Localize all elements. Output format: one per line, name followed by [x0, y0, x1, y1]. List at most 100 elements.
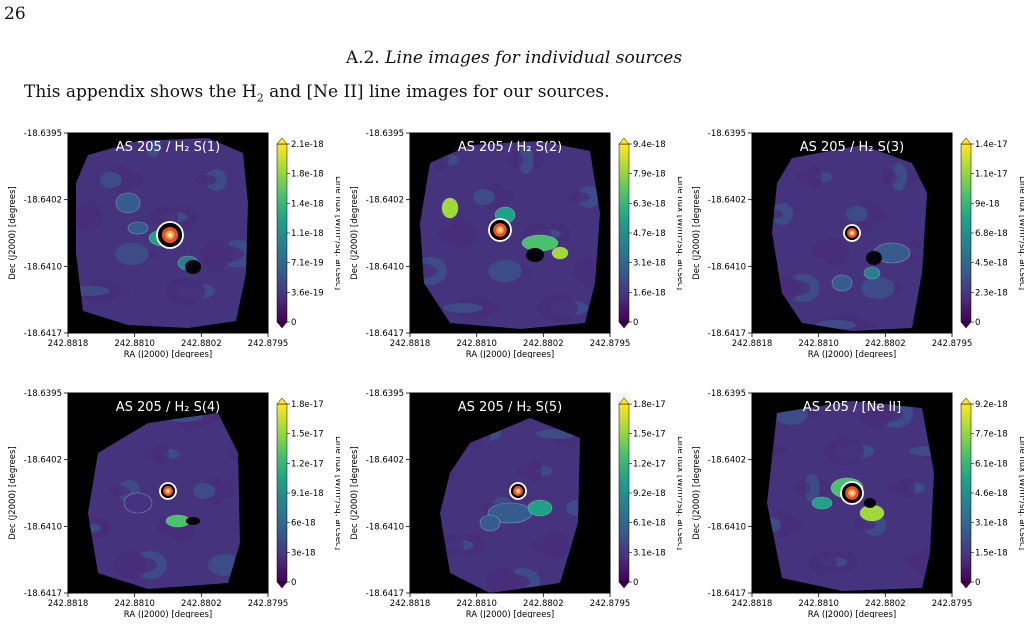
y-axis-label: Dec (J2000) [degrees] [692, 186, 702, 279]
colorbar-tick-label: 4.5e-18 [975, 259, 1008, 269]
colorbar-tick-label: 7.1e-19 [291, 259, 324, 269]
colorbar-tick-label: 3.1e-18 [633, 259, 666, 269]
colorbar-label: Line flux [W/m²/sq. arcsec] [675, 176, 682, 290]
panel-title: AS 205 / H₂ S(3) [800, 140, 905, 155]
panel-title: AS 205 / H₂ S(2) [458, 140, 563, 155]
colorbar-body [618, 143, 630, 323]
colorbar-tick-label: 9e-18 [975, 199, 1000, 209]
colorbar-tick-label: 3e-18 [291, 548, 316, 558]
colorbar-bottom-arrow [276, 581, 288, 589]
contour-patch [881, 169, 897, 185]
x-tick-label: 242.8795 [248, 339, 289, 349]
x-tick-label: 242.8810 [798, 599, 839, 609]
contour-patch [473, 189, 495, 205]
masked-region [186, 517, 200, 525]
y-tick-label: -18.6402 [24, 196, 62, 206]
colorbar-tick-label: 3.1e-18 [975, 519, 1008, 529]
y-tick-label: -18.6417 [708, 589, 746, 599]
data-footprint [88, 413, 240, 589]
x-axis-label: RA (J2000) [degrees] [808, 610, 896, 618]
x-tick-label: 242.8818 [390, 339, 431, 349]
colorbar-top-arrow [276, 137, 288, 145]
image-area: AS 205 / H₂ S(2) [409, 132, 611, 334]
line-image-svg: AS 205 / H₂ S(5) -18.6395 -18.6402 -18.6410… [350, 389, 685, 620]
colorbar-top-arrow [960, 397, 972, 405]
colorbar-label: Line flux [W/m²/sq. arcsec] [1017, 436, 1024, 550]
contour-patch [854, 520, 876, 530]
y-axis-label: Dec (J2000) [degrees] [350, 186, 360, 279]
plot-frame [409, 392, 611, 594]
colorbar-tick-label: 2.3e-18 [975, 288, 1008, 298]
image-area: AS 205 / H₂ S(3) [751, 132, 953, 334]
contour-patch [143, 449, 159, 459]
y-axis-label: Dec (J2000) [degrees] [350, 446, 360, 539]
contour-patch [809, 551, 837, 573]
colorbar-tick-label: 1.2e-17 [291, 459, 324, 469]
y-tick-label: -18.6410 [24, 262, 62, 272]
section-number: A.2. [345, 48, 380, 68]
colorbar-body [960, 143, 972, 323]
colorbar-tick-label: 1.8e-18 [291, 170, 324, 180]
contour-patch [193, 483, 215, 499]
contour-patch [861, 277, 895, 299]
x-tick-label: 242.8810 [114, 599, 155, 609]
intro-text-after: and [Ne II] line images for our sources. [263, 82, 610, 102]
source-core [498, 228, 502, 232]
colorbar-tick-label: 6.8e-18 [975, 229, 1008, 239]
colorbar-tick-label: 3.1e-18 [633, 548, 666, 558]
contour-patch [538, 294, 578, 322]
contour-patch [806, 166, 822, 188]
colorbar-tick-label: 9.2e-18 [633, 489, 666, 499]
x-tick-label: 242.8818 [48, 339, 89, 349]
colorbar-top-arrow [618, 397, 630, 405]
colorbar-tick-label: 1.5e-17 [633, 430, 666, 440]
intro-subscript: 2 [256, 91, 264, 105]
contour-patch [566, 500, 580, 516]
line-image-svg: AS 205 / H₂ S(3) -18.6395 -18.6402 -18.6410… [692, 129, 1027, 360]
x-tick-label: 242.8802 [523, 599, 564, 609]
colorbar-body [960, 403, 972, 583]
emission-blob [123, 492, 153, 514]
contour-patch [76, 209, 93, 225]
contour-patch [811, 243, 839, 259]
colorbar-tick-label: 1.6e-18 [633, 288, 666, 298]
colorbar-tick-label: 6e-18 [291, 519, 316, 529]
plot-frame [751, 132, 953, 334]
x-tick-label: 242.8818 [732, 599, 773, 609]
line-image-svg: AS 205 / [Ne II] -18.6395 -18.6402 -18.6410… [692, 389, 1027, 620]
section-heading: Line images for individual sources [385, 48, 683, 68]
x-axis-label: RA (J2000) [degrees] [808, 350, 896, 358]
colorbar-tick-label: 0 [291, 318, 296, 328]
emission-blob [831, 274, 853, 292]
line-image-panel: AS 205 / H₂ S(4) -18.6395 -18.6402 -18.6410… [0, 388, 343, 620]
y-tick-label: -18.6410 [366, 522, 404, 532]
emission-blob [527, 499, 553, 517]
masked-region [185, 260, 201, 274]
x-tick-label: 242.8795 [932, 339, 973, 349]
contour-patch [889, 483, 905, 493]
masked-region [864, 498, 876, 508]
contour-patch [909, 446, 934, 456]
contour-patch [488, 260, 522, 282]
colorbar: 1.4e-17 1.1e-17 9e-18 6.8e-18 4.5e-18 2.3e-18… [960, 137, 1008, 329]
colorbar-tick-label: 1.1e-17 [975, 170, 1008, 180]
colorbar-top-arrow [276, 397, 288, 405]
x-tick-label: 242.8795 [248, 599, 289, 609]
colorbar-tick-label: 6.1e-18 [975, 459, 1008, 469]
colorbar-tick-label: 9.2e-18 [975, 400, 1008, 410]
colorbar-tick-label: 1.2e-17 [633, 459, 666, 469]
colorbar-top-arrow [960, 137, 972, 145]
colorbar-tick-label: 1.5e-18 [975, 548, 1008, 558]
contour-patch [899, 477, 915, 499]
colorbar-body [618, 403, 630, 583]
image-area: AS 205 / H₂ S(5) [409, 392, 611, 594]
colorbar-tick-label: 2.1e-18 [291, 140, 324, 150]
contour-patch [891, 163, 907, 191]
y-axis-label: Dec (J2000) [degrees] [8, 186, 18, 279]
colorbar-tick-label: 1.8e-17 [633, 400, 666, 410]
colorbar-label: Line flux [W/m²/sq. arcsec] [333, 436, 340, 550]
panel-title: AS 205 / H₂ S(1) [116, 140, 221, 155]
plot-frame [409, 132, 611, 334]
contour-patch [200, 240, 234, 268]
colorbar-tick-label: 6.1e-18 [633, 519, 666, 529]
